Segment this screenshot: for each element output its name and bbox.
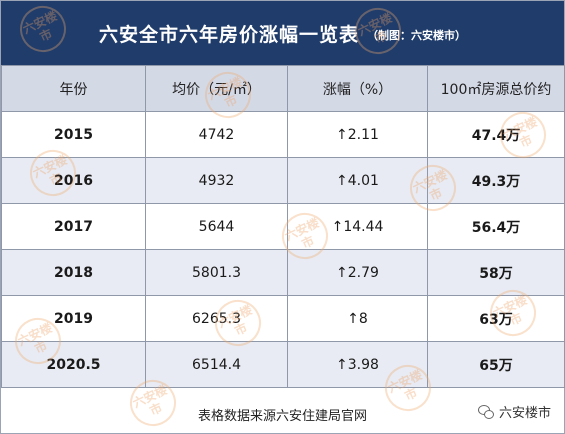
cell-price: 6514.4 (145, 341, 288, 388)
header-price: 均价（元/㎡） (145, 65, 288, 112)
cell-total: 65万 (427, 341, 565, 388)
cell-year: 2017 (1, 203, 146, 250)
table-row: 2016 4932 ↑4.01 49.3万 (1, 157, 565, 204)
cell-rise: ↑2.11 (287, 111, 428, 158)
cell-price: 5644 (145, 203, 288, 250)
brand-signature: 六安楼市 (477, 402, 551, 421)
cell-total: 56.4万 (427, 203, 565, 250)
cell-total: 58万 (427, 249, 565, 296)
source-note: 表格数据来源六安住建局官网 (197, 408, 367, 424)
cell-rise: ↑2.79 (287, 249, 428, 296)
cell-rise: ↑14.44 (287, 203, 428, 250)
cell-total: 47.4万 (427, 111, 565, 158)
cell-year: 2020.5 (1, 341, 146, 388)
brand-name: 六安楼市 (498, 406, 551, 421)
cell-rise: ↑4.01 (287, 157, 428, 204)
header-rise: 涨幅（%） (287, 65, 428, 112)
cell-year: 2019 (1, 295, 146, 342)
page-subtitle: （制图：六安楼市） (367, 29, 466, 42)
page-title: 六安全市六年房价涨幅一览表 (98, 23, 359, 46)
price-table: 年份 均价（元/㎡） 涨幅（%） 100㎡房源总价约 2015 4742 ↑2.… (1, 65, 565, 388)
table-header-row: 年份 均价（元/㎡） 涨幅（%） 100㎡房源总价约 (1, 65, 565, 112)
cell-price: 5801.3 (145, 249, 288, 296)
cell-price: 6265.3 (145, 295, 288, 342)
wechat-icon (477, 404, 494, 419)
cell-rise: ↑8 (287, 295, 428, 342)
cell-total: 49.3万 (427, 157, 565, 204)
table-row: 2017 5644 ↑14.44 56.4万 (1, 203, 565, 250)
header-year: 年份 (1, 65, 146, 112)
table-row: 2020.5 6514.4 ↑3.98 65万 (1, 341, 565, 388)
title-bar: 六安全市六年房价涨幅一览表 （制图：六安楼市） (1, 1, 564, 65)
cell-price: 4932 (145, 157, 288, 204)
cell-price: 4742 (145, 111, 288, 158)
table-row: 2019 6265.3 ↑8 63万 (1, 295, 565, 342)
table-row: 2015 4742 ↑2.11 47.4万 (1, 111, 565, 158)
cell-year: 2018 (1, 249, 146, 296)
header-total: 100㎡房源总价约 (427, 65, 565, 112)
table-row: 2018 5801.3 ↑2.79 58万 (1, 249, 565, 296)
cell-total: 63万 (427, 295, 565, 342)
cell-rise: ↑3.98 (287, 341, 428, 388)
cell-year: 2016 (1, 157, 146, 204)
cell-year: 2015 (1, 111, 146, 158)
